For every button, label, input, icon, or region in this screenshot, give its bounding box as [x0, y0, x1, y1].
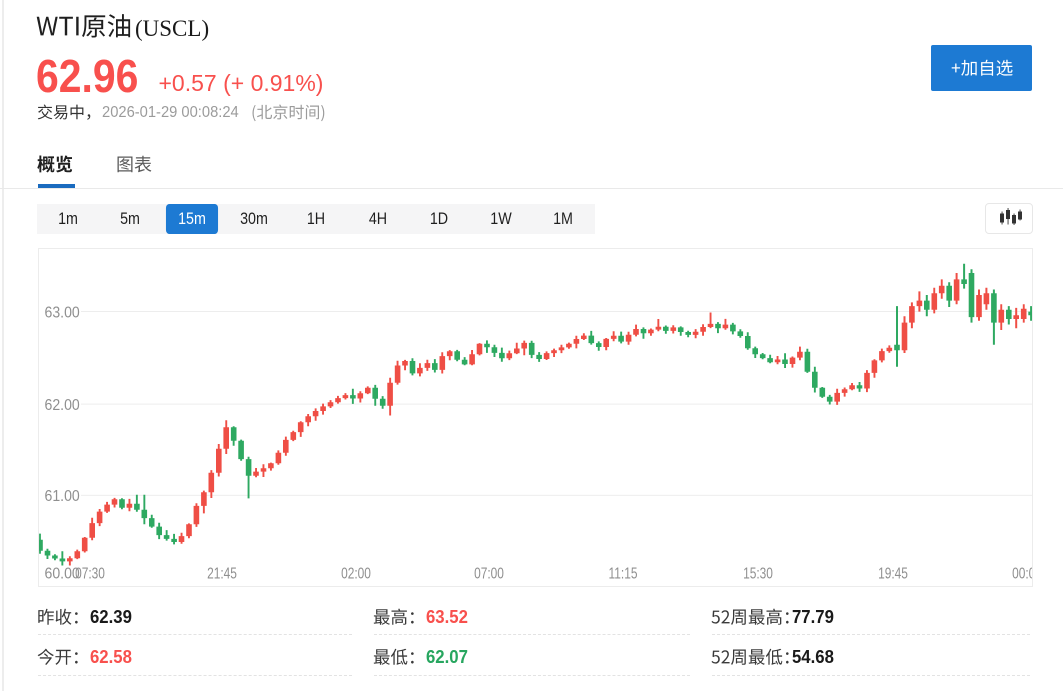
svg-text:00:00: 00:00	[1012, 564, 1032, 582]
svg-text:60.00: 60.00	[45, 566, 80, 583]
svg-text:15:30: 15:30	[743, 564, 773, 582]
svg-text:62.00: 62.00	[45, 397, 80, 414]
svg-text:63.00: 63.00	[45, 305, 80, 322]
svg-text:19:45: 19:45	[878, 564, 908, 582]
svg-text:21:45: 21:45	[207, 564, 237, 582]
svg-text:07:00: 07:00	[474, 564, 504, 582]
svg-text:11:15: 11:15	[609, 564, 638, 582]
svg-text:07:30: 07:30	[75, 564, 105, 582]
svg-text:61.00: 61.00	[45, 489, 80, 506]
svg-text:02:00: 02:00	[341, 564, 371, 582]
